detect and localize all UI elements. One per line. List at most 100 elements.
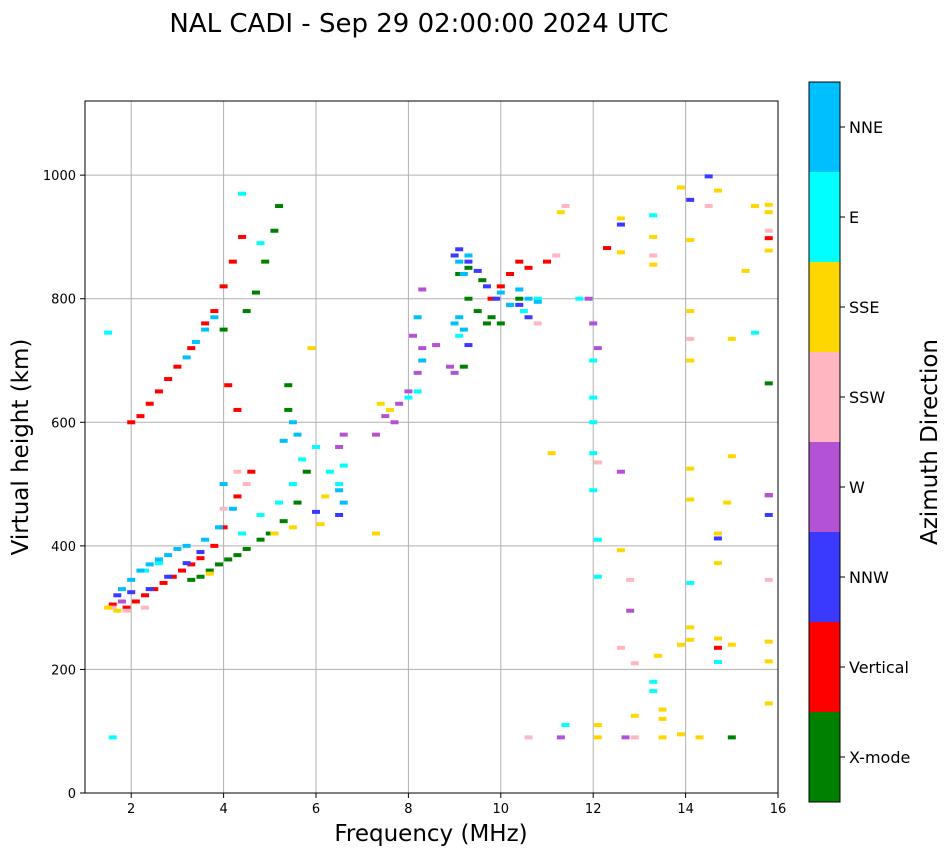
data-point <box>228 506 237 511</box>
data-point <box>649 234 658 239</box>
data-point <box>455 259 464 264</box>
data-point <box>224 383 233 388</box>
data-point <box>589 488 598 493</box>
data-point <box>676 732 685 737</box>
data-point <box>210 543 219 548</box>
data-points <box>104 174 773 740</box>
data-point <box>117 599 126 604</box>
data-point <box>695 735 704 740</box>
data-point <box>450 253 459 258</box>
data-point <box>589 321 598 326</box>
data-point <box>506 272 515 276</box>
series-nne <box>117 253 542 592</box>
data-point <box>284 407 293 412</box>
data-point <box>187 577 196 582</box>
data-point <box>339 463 348 468</box>
data-point <box>270 228 279 233</box>
data-point <box>482 321 491 326</box>
data-point <box>233 469 242 474</box>
data-point <box>136 414 145 419</box>
data-point <box>556 735 565 740</box>
data-point <box>630 661 639 666</box>
x-tick-label: 2 <box>127 802 135 817</box>
data-point <box>196 574 205 579</box>
data-point <box>473 268 482 273</box>
series-sse <box>104 185 773 740</box>
data-point <box>418 358 427 363</box>
data-point <box>616 216 625 221</box>
data-point <box>764 639 773 644</box>
data-point <box>247 469 256 474</box>
y-tick-label: 200 <box>51 663 76 678</box>
data-point <box>201 321 210 326</box>
data-point <box>219 284 228 289</box>
data-point <box>404 395 413 400</box>
data-point <box>450 370 459 375</box>
data-point <box>279 438 288 443</box>
data-point <box>154 389 163 394</box>
data-point <box>764 248 773 253</box>
data-point <box>616 469 625 474</box>
data-point <box>764 210 773 215</box>
y-tick-label: 0 <box>68 787 76 802</box>
data-point <box>182 355 191 360</box>
data-point <box>242 546 251 551</box>
data-point <box>723 500 732 505</box>
data-point <box>108 602 117 607</box>
data-point <box>496 284 505 289</box>
data-point <box>339 432 348 437</box>
data-point <box>750 330 759 335</box>
data-point <box>764 493 773 498</box>
y-tick-label: 800 <box>51 293 76 308</box>
data-point <box>233 553 242 558</box>
data-point <box>492 296 501 301</box>
data-point <box>395 401 404 406</box>
data-point <box>649 689 658 694</box>
data-point <box>312 509 320 514</box>
data-point <box>210 315 219 320</box>
data-point <box>593 574 602 579</box>
data-point <box>298 457 307 462</box>
data-point <box>713 636 722 641</box>
y-tick-label: 1000 <box>43 169 76 184</box>
data-point <box>686 637 695 642</box>
data-point <box>464 253 473 258</box>
data-point <box>459 272 468 276</box>
data-point <box>131 599 140 604</box>
data-point <box>630 713 639 718</box>
data-point <box>556 210 565 215</box>
data-point <box>238 234 247 239</box>
data-point <box>649 213 658 218</box>
data-point <box>205 571 214 576</box>
data-point <box>164 377 173 382</box>
data-point <box>270 531 279 536</box>
colorbar-tick-label: SSW <box>849 388 885 407</box>
data-point <box>630 735 639 740</box>
x-axis-ticks: 2 4 6 8 10 12 14 16 <box>127 793 786 817</box>
x-tick-label: 14 <box>677 802 694 817</box>
data-point <box>413 370 422 375</box>
data-point <box>288 482 297 487</box>
data-point <box>117 587 126 592</box>
data-point <box>210 309 219 314</box>
data-point <box>676 642 685 647</box>
data-point <box>159 580 168 585</box>
data-point <box>390 420 399 425</box>
data-point <box>764 381 773 386</box>
data-point <box>335 482 344 487</box>
data-point <box>445 364 454 369</box>
data-point <box>372 432 381 437</box>
data-point <box>214 525 223 530</box>
colorbar-tick-label: NNE <box>849 118 883 137</box>
colorbar-segment <box>809 712 840 802</box>
data-point <box>496 290 505 295</box>
data-point <box>704 204 713 209</box>
data-point <box>464 296 473 301</box>
data-point <box>122 608 131 613</box>
data-point <box>219 327 228 332</box>
data-point <box>256 512 265 517</box>
y-tick-label: 400 <box>51 540 76 555</box>
data-point <box>658 707 667 712</box>
chart-title: NAL CADI - Sep 29 02:00:00 2024 UTC <box>169 9 668 39</box>
